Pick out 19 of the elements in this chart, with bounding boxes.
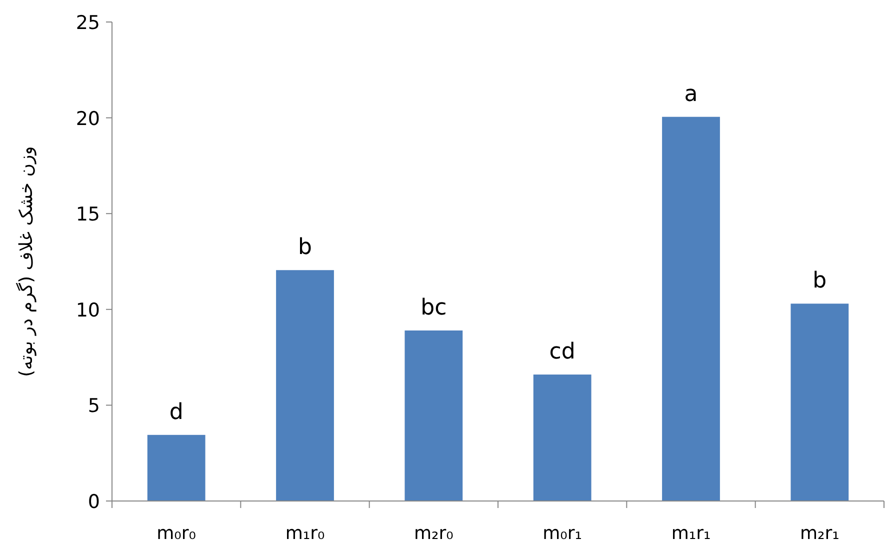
annotation: d [169,400,184,425]
annotation: b [812,268,827,294]
x-tick-label: m₀r₀ [156,523,196,544]
y-tick-label: 0 [88,491,100,513]
y-axis-title: وزن خشک غلاف (گرم در بوته) [15,146,37,377]
y-tick-label: 25 [76,12,100,34]
y-tick-label: 20 [76,108,100,130]
x-tick-label: m₁r₀ [285,523,325,544]
annotation: bc [420,295,447,320]
x-tick-label: m₀r₁ [542,523,582,544]
y-tick-label: 5 [88,395,100,418]
annotation: a [684,82,698,107]
x-tick-label: m₂r₁ [800,523,840,544]
y-tick-label: 10 [76,299,100,322]
annotation: b [298,235,312,260]
x-tick-label: m₂r₀ [414,523,454,544]
y-tick-label: 15 [76,204,100,226]
annotation: cd [549,340,576,365]
x-tick-label: m₁r₁ [671,523,711,544]
